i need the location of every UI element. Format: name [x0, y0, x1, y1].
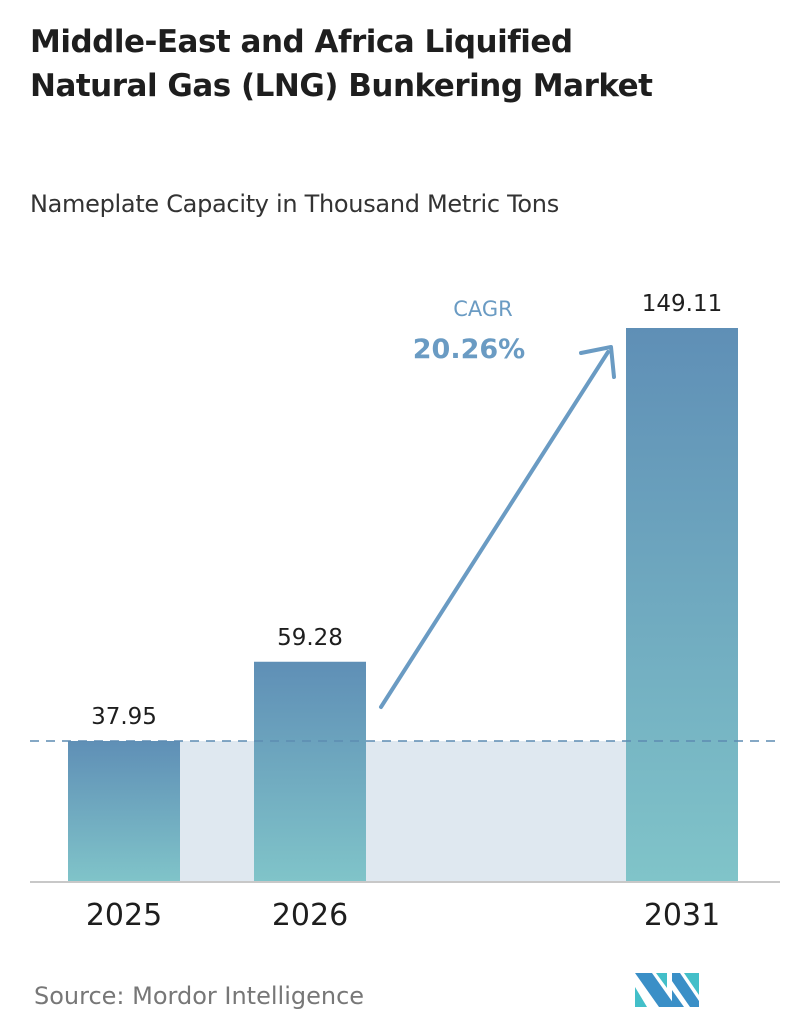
data-label-2026: 59.28 [277, 625, 343, 651]
chart-subtitle: Nameplate Capacity in Thousand Metric To… [30, 190, 559, 218]
data-label-2031: 149.11 [642, 291, 722, 317]
cagr-label: CAGR [453, 297, 513, 321]
cagr-arrow-head [579, 345, 616, 379]
cagr-value: 20.26% [413, 334, 525, 365]
chart-title: Middle-East and Africa Liquified Natural… [30, 24, 653, 104]
x-tick-label-2031: 2031 [644, 898, 720, 933]
x-tick-label-2026: 2026 [272, 898, 348, 933]
bar-2025 [68, 741, 180, 882]
bar-2031 [626, 328, 738, 882]
source-text: Source: Mordor Intelligence [34, 982, 365, 1010]
reference-band [180, 741, 626, 882]
cagr-arrow [379, 350, 610, 709]
bar-2026 [254, 661, 366, 882]
x-tick-label-2025: 2025 [86, 898, 162, 933]
data-label-2025: 37.95 [91, 704, 157, 730]
